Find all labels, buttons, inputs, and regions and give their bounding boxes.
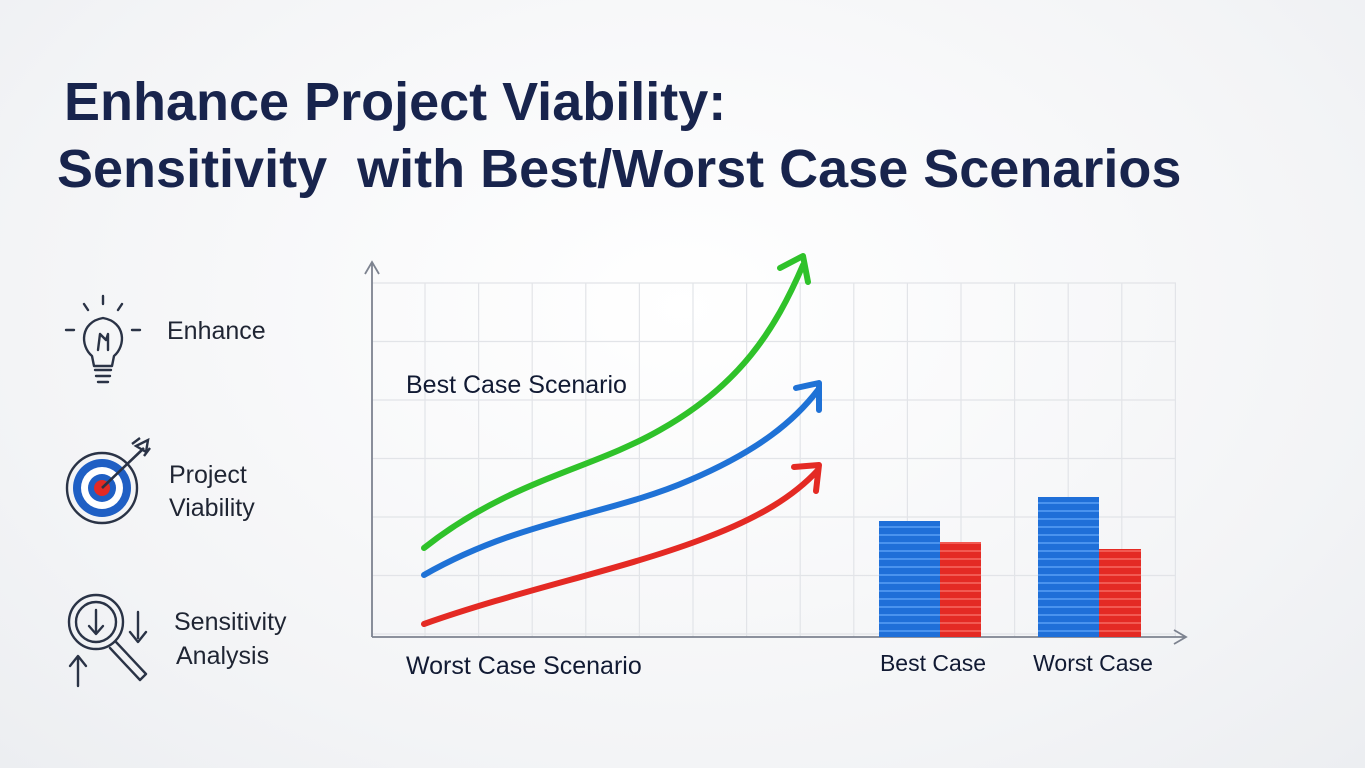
sidebar-label: Sensitivity — [174, 608, 287, 636]
lightbulb-icon — [64, 294, 142, 384]
bar-label: Worst Case — [1033, 650, 1153, 676]
bar-red — [1099, 549, 1141, 637]
magnifier-icon — [67, 593, 148, 688]
worst-curve — [421, 467, 821, 627]
base-arrowhead — [793, 380, 822, 413]
bar-label: Best Case — [880, 650, 986, 676]
bar-blue — [1038, 497, 1099, 637]
sidebar-label: Analysis — [176, 642, 269, 670]
worst-label: Worst Case Scenario — [406, 652, 642, 680]
worst-arrowhead — [791, 462, 822, 494]
best-label: Best Case Scenario — [406, 371, 627, 399]
best-arrowhead — [777, 253, 811, 285]
sidebar-label: Viability — [169, 494, 255, 522]
bar-red — [940, 542, 981, 637]
bar-blue — [879, 521, 940, 637]
target-icon — [65, 437, 151, 525]
title-line: Sensitivity with Best/Worst Case Scenari… — [57, 139, 1181, 199]
title-line: Enhance Project Viability: — [64, 72, 726, 132]
sidebar-label: Project — [169, 461, 247, 489]
best-curve — [421, 262, 806, 551]
base-curve — [421, 387, 821, 578]
sidebar-label: Enhance — [167, 317, 266, 345]
